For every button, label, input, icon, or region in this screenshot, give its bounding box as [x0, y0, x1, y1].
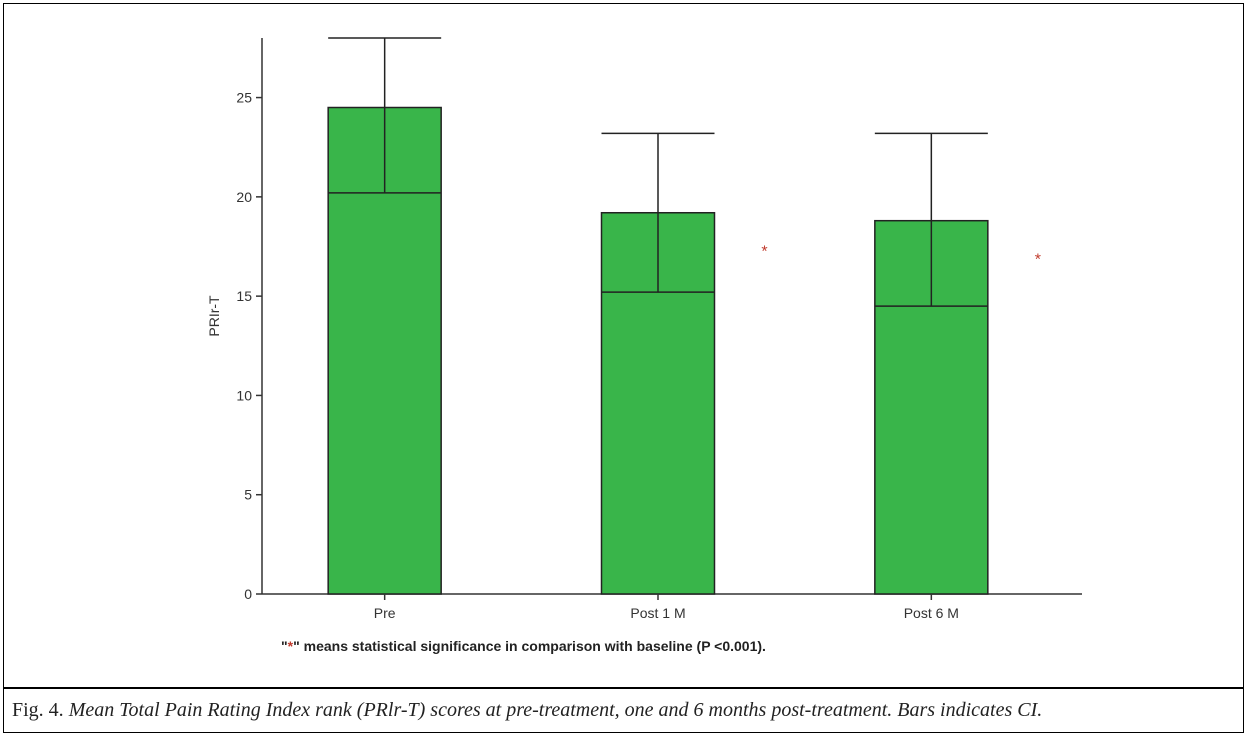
y-tick-label: 15: [236, 288, 252, 304]
y-tick-label: 5: [244, 487, 252, 503]
y-tick-label: 20: [236, 189, 252, 205]
x-tick-label: Pre: [374, 605, 396, 621]
significance-marker: *: [761, 244, 767, 261]
plot-area: 0 5 10 15 20 25 PRIr-T Pre Post 1 M * Post 6 M * "*…: [4, 4, 1243, 687]
caption-label: Fig. 4.: [12, 699, 64, 721]
x-tick-label: Post 1 M: [630, 605, 685, 621]
y-axis-label: PRIr-T: [206, 295, 222, 337]
footnote-marker: *: [287, 638, 294, 654]
figure-frame: 0 5 10 15 20 25 PRIr-T Pre Post 1 M * Post 6 M * "*…: [3, 3, 1244, 733]
caption-text: Mean Total Pain Rating Index rank (PRlr-…: [68, 699, 1043, 721]
y-tick-label: 0: [244, 586, 252, 602]
significance-footnote: "*" means statistical significance in co…: [281, 638, 766, 654]
footnote-text: means statistical significance in compar…: [299, 638, 766, 654]
y-tick-label: 10: [236, 387, 252, 403]
bar-chart: 0 5 10 15 20 25 PRIr-T Pre Post 1 M * Post 6 M *: [206, 37, 1082, 621]
significance-marker: *: [1035, 252, 1041, 269]
figure-caption: Fig. 4. Mean Total Pain Rating Index ran…: [4, 687, 1243, 732]
x-tick-label: Post 6 M: [904, 605, 959, 621]
y-tick-label: 25: [236, 90, 252, 106]
